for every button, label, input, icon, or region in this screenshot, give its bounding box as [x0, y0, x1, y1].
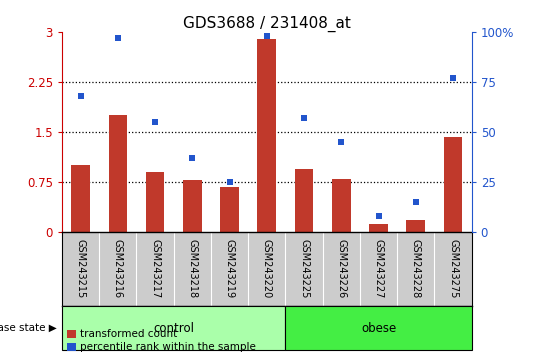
Point	[411, 199, 420, 205]
Bar	[146, 172, 164, 232]
Point	[262, 33, 271, 39]
Point	[337, 139, 345, 145]
Text: obese: obese	[361, 321, 396, 335]
Point	[151, 119, 160, 125]
Text: GSM243216: GSM243216	[113, 239, 123, 298]
Bar	[220, 187, 239, 232]
Point	[114, 35, 122, 41]
Point	[374, 213, 383, 219]
Point	[225, 179, 234, 185]
Text: GSM243275: GSM243275	[448, 239, 458, 298]
Point	[448, 75, 457, 81]
Legend: transformed count, percentile rank within the sample: transformed count, percentile rank withi…	[67, 329, 255, 352]
Bar	[444, 137, 462, 232]
Text: GSM243227: GSM243227	[374, 239, 384, 298]
Text: GSM243228: GSM243228	[411, 239, 421, 298]
Text: disease state ▶: disease state ▶	[0, 323, 57, 333]
FancyBboxPatch shape	[62, 306, 286, 350]
Point	[188, 155, 197, 161]
Bar	[258, 39, 276, 232]
Text: GSM243220: GSM243220	[262, 239, 272, 298]
Bar	[332, 179, 350, 232]
Text: GSM243219: GSM243219	[225, 239, 234, 298]
Text: GSM243218: GSM243218	[188, 239, 197, 298]
Text: GSM243225: GSM243225	[299, 239, 309, 298]
Bar	[369, 224, 388, 232]
Title: GDS3688 / 231408_at: GDS3688 / 231408_at	[183, 16, 351, 32]
Bar	[295, 169, 313, 232]
Text: control: control	[153, 321, 194, 335]
Bar	[406, 220, 425, 232]
FancyBboxPatch shape	[286, 306, 472, 350]
Bar	[108, 115, 127, 232]
Text: GSM243217: GSM243217	[150, 239, 160, 298]
Text: GSM243215: GSM243215	[75, 239, 86, 298]
Bar	[183, 180, 202, 232]
Point	[77, 93, 85, 99]
Point	[300, 115, 308, 121]
Bar	[71, 165, 90, 232]
Text: GSM243226: GSM243226	[336, 239, 346, 298]
